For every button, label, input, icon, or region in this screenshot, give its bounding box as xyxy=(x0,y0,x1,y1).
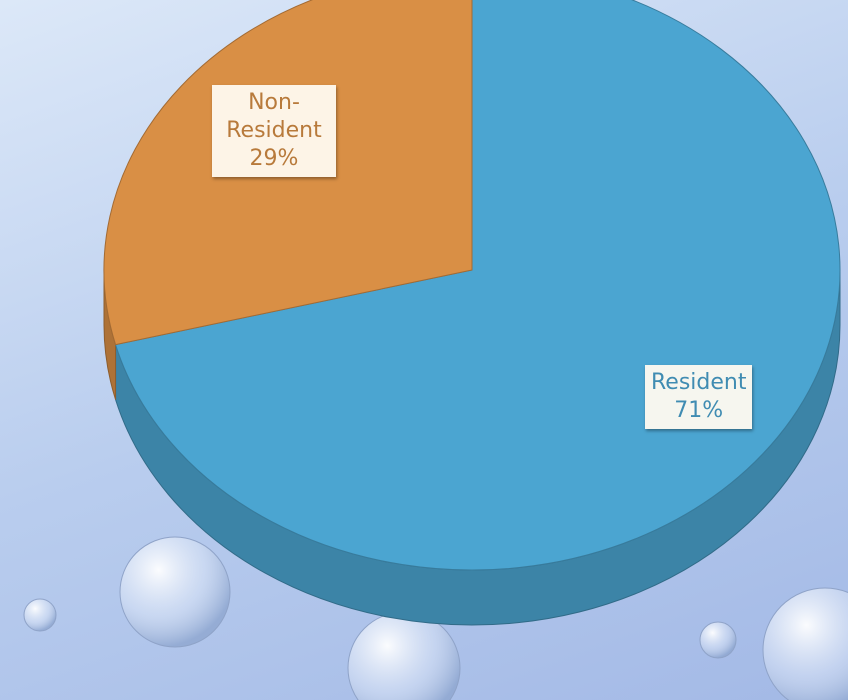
category-label: Non-Resident xyxy=(226,90,322,143)
value-label: 71% xyxy=(674,398,724,423)
data-label: Resident 71% xyxy=(645,365,753,429)
bubbles xyxy=(23,536,848,700)
value-label: 29% xyxy=(249,146,299,171)
data-label: Non-Resident 29% xyxy=(212,85,336,177)
category-label: Resident xyxy=(651,370,747,395)
